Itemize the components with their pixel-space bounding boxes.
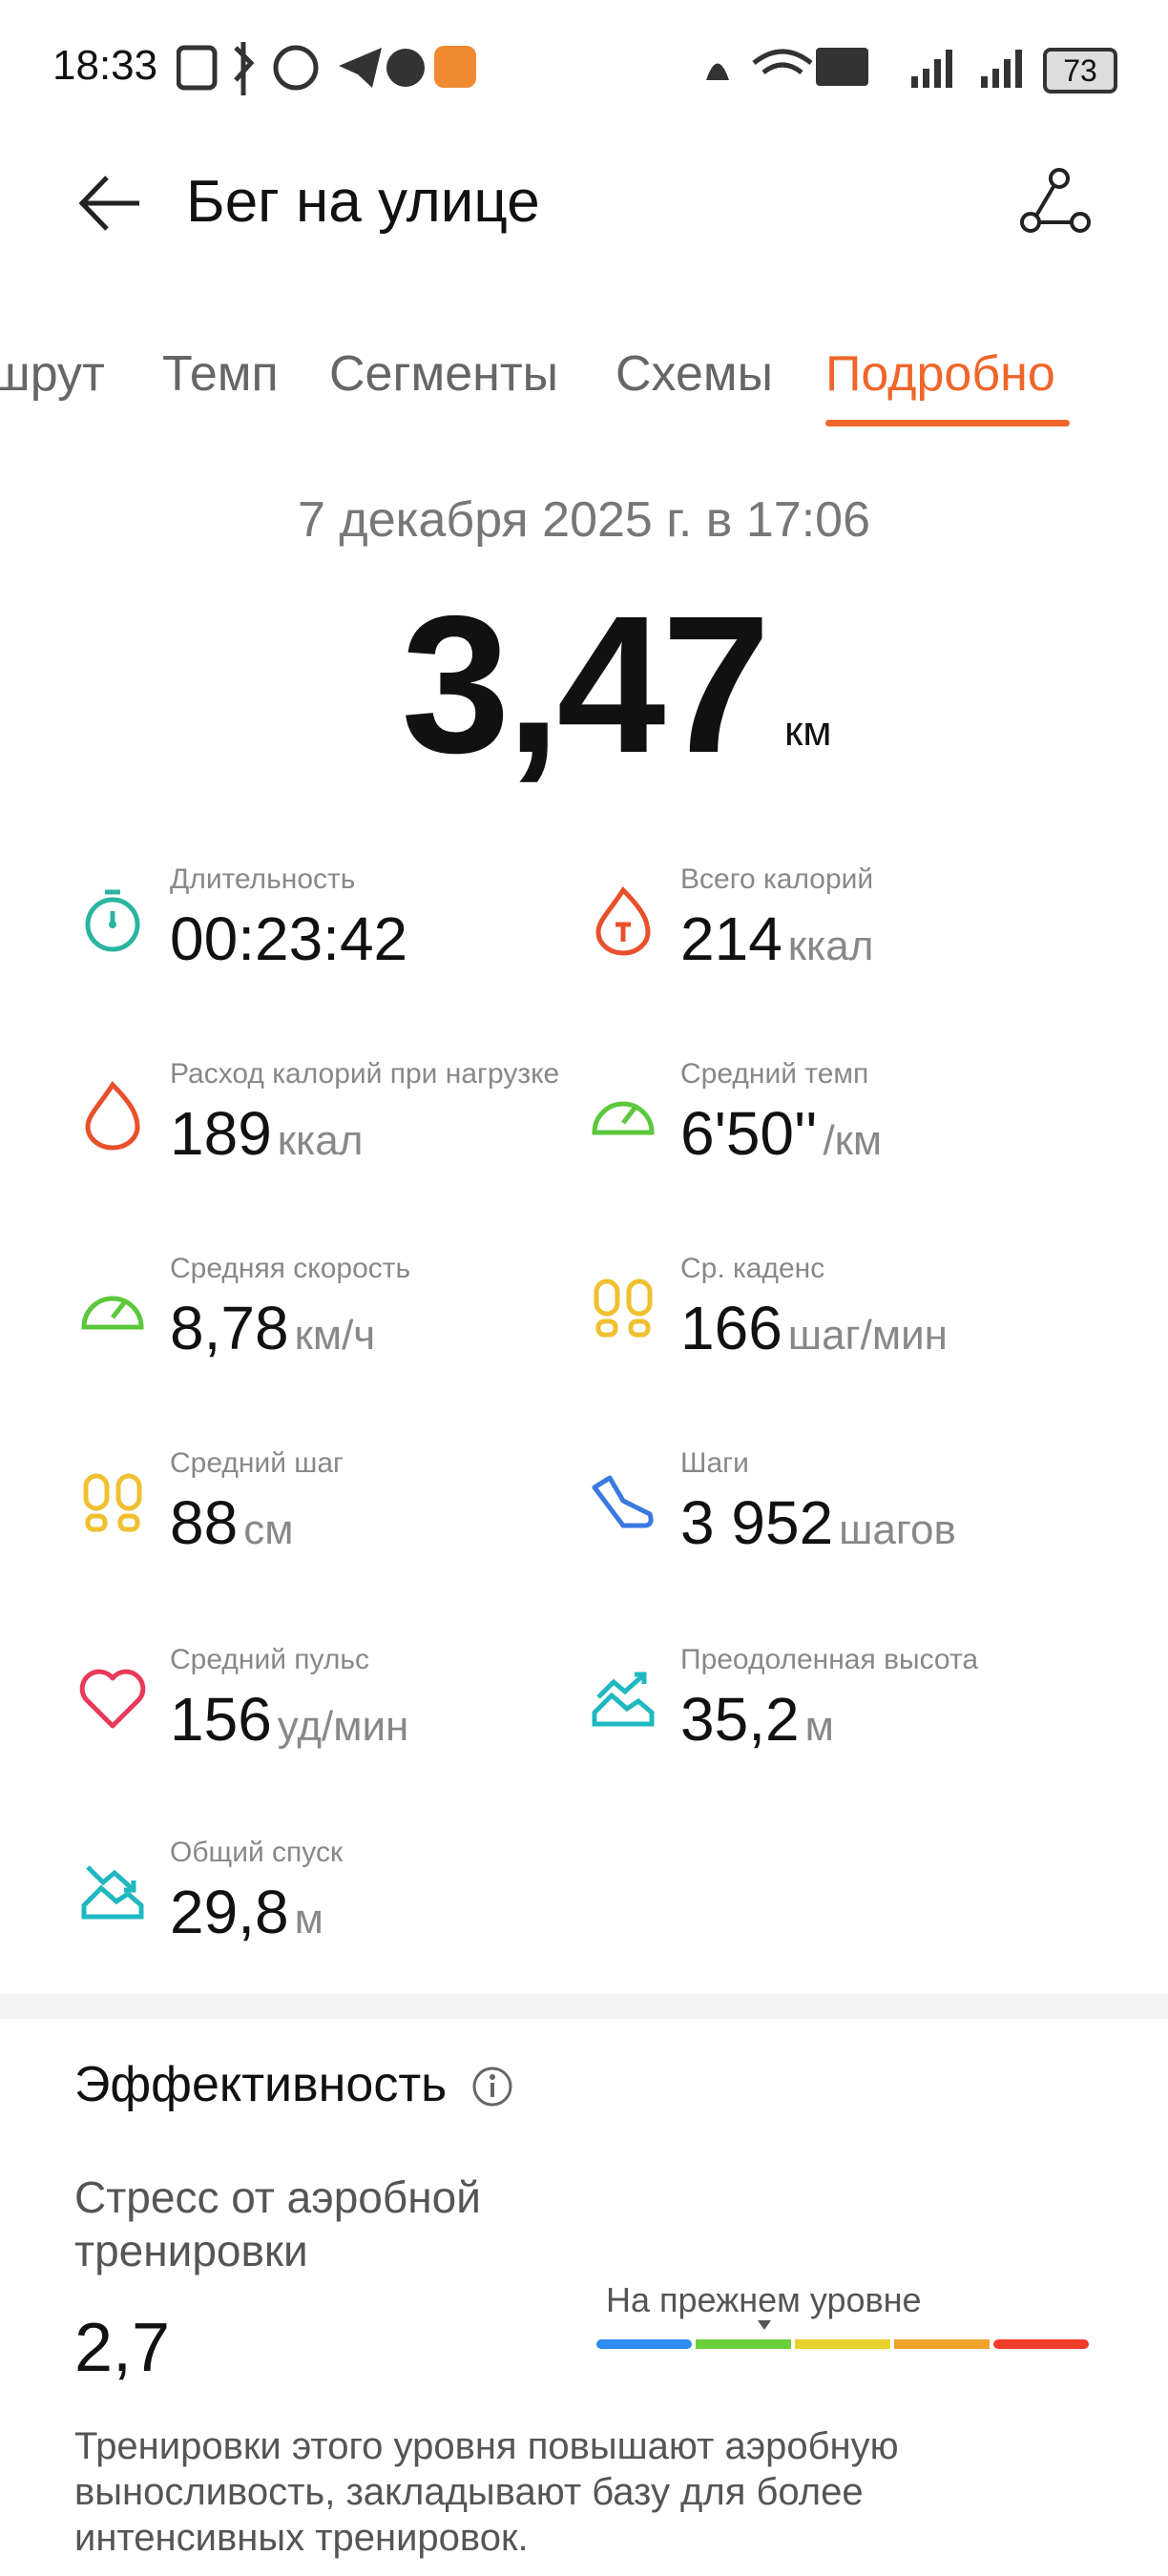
metric-icon — [74, 883, 151, 959]
distance: 3,47 — [401, 575, 771, 794]
level-scale — [596, 2320, 1089, 2349]
metric-unit: шаг/мин — [787, 1312, 948, 1359]
metric-label: Средний пульс — [170, 1644, 370, 1675]
metric-unit: см — [243, 1506, 294, 1553]
metric-value: 3 952 — [680, 1488, 834, 1557]
metric-value-row: 8,78 км/ч — [170, 1293, 375, 1363]
metric-icon — [74, 1272, 151, 1348]
metric-label: Преодоленная высота — [680, 1644, 979, 1675]
metric-value-row: 00:23:42 — [170, 904, 407, 974]
metric-icon — [74, 1856, 151, 1932]
tab[interactable]: шрут — [0, 346, 105, 402]
metric-icon — [585, 883, 661, 959]
stress-label: Стресс от аэробной тренировки — [74, 2172, 481, 2275]
metric-unit: ккал — [787, 923, 874, 969]
tab[interactable]: Подробно — [825, 346, 1055, 402]
metric-value: 35,2 — [680, 1685, 800, 1754]
separator — [0, 1994, 1168, 2019]
metric-unit: /км — [823, 1117, 883, 1164]
metric-label: Расход калорий при нагрузке — [170, 1058, 560, 1090]
metric-unit: уд/мин — [277, 1703, 409, 1750]
metric-value: 88 — [170, 1488, 239, 1557]
metric-label: Шаги — [680, 1447, 749, 1479]
metric-label: Длительность — [170, 863, 356, 895]
status-icons-right — [706, 48, 1022, 88]
metric-icon — [74, 1077, 151, 1153]
tab[interactable]: Темп — [162, 346, 279, 402]
metric-label: Средний шаг — [170, 1447, 344, 1479]
description: Тренировки этого уровня повышают аэробну… — [74, 2425, 899, 2559]
metric-icon — [74, 1466, 151, 1543]
metric-value: 166 — [680, 1294, 782, 1362]
battery: 73 — [1043, 48, 1117, 93]
level-label: На прежнем уровне — [606, 2280, 922, 2319]
metric-value-row: 29,8 м — [170, 1877, 323, 1947]
metric-label: Общий спуск — [170, 1837, 344, 1868]
metric-icon — [585, 1077, 661, 1153]
metric-value-row: 156 уд/мин — [170, 1684, 408, 1755]
info-button[interactable] — [471, 2066, 513, 2108]
header-title: Бег на улице — [186, 169, 540, 235]
back-button[interactable] — [76, 172, 145, 235]
tab[interactable]: Сегменты — [329, 346, 559, 402]
section-title: Эффективность — [74, 2057, 448, 2112]
metric-unit: км/ч — [294, 1312, 376, 1359]
date: 7 декабря 2025 г. в 17:06 — [297, 492, 870, 548]
metric-value: 214 — [680, 904, 782, 973]
metric-value: 156 — [170, 1685, 272, 1754]
metric-label: Средний темп — [680, 1058, 869, 1090]
metric-icon — [585, 1663, 661, 1739]
metric-value: 189 — [170, 1099, 272, 1168]
metric-value-row: 214 ккал — [680, 904, 873, 974]
metric-unit: шагов — [839, 1506, 956, 1553]
metric-label: Всего калорий — [680, 863, 874, 895]
metric-value-row: 189 ккал — [170, 1098, 363, 1169]
metric-value: 00:23:42 — [170, 904, 408, 973]
metric-value: 8,78 — [170, 1294, 289, 1362]
status-icons — [177, 42, 476, 95]
metric-value: 6'50'' — [680, 1099, 818, 1168]
metric-value-row: 166 шаг/мин — [680, 1293, 948, 1363]
metric-icon — [585, 1272, 661, 1348]
metric-value: 29,8 — [170, 1878, 289, 1946]
distance-unit: км — [784, 708, 832, 755]
status-time: 18:33 — [52, 42, 158, 89]
metric-icon — [585, 1466, 661, 1543]
metric-value-row: 6'50''/км — [680, 1098, 882, 1169]
stress-value: 2,7 — [74, 2310, 171, 2386]
metric-value-row: 35,2 м — [680, 1684, 834, 1755]
metric-value-row: 88 см — [170, 1487, 293, 1558]
metric-label: Средняя скорость — [170, 1253, 411, 1284]
metric-unit: м — [294, 1896, 323, 1942]
metric-value-row: 3 952 шагов — [680, 1487, 956, 1558]
metric-unit: м — [804, 1703, 834, 1750]
metric-icon — [74, 1663, 151, 1739]
tab-indicator — [825, 420, 1070, 426]
metric-label: Ср. каденс — [680, 1253, 825, 1284]
tab[interactable]: Схемы — [615, 346, 774, 402]
route-button[interactable] — [1019, 167, 1092, 236]
metric-unit: ккал — [277, 1117, 364, 1164]
